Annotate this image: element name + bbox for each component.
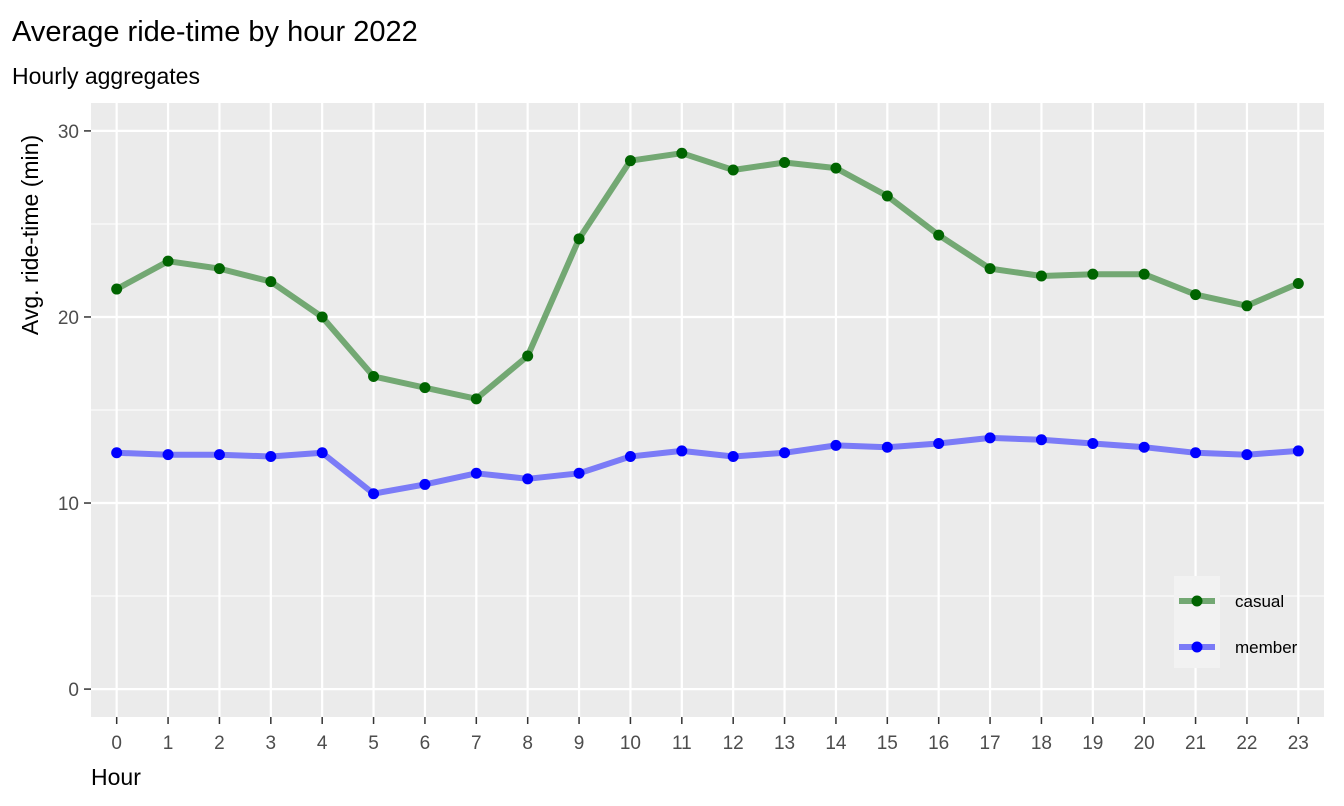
y-tick-labels: 0 10 20 30 [58, 122, 79, 701]
x-tick-label: 9 [574, 733, 585, 754]
data-point-member [676, 445, 688, 457]
data-point-casual [573, 233, 585, 245]
x-tick-label: 20 [1134, 733, 1155, 754]
data-point-member [213, 449, 225, 461]
data-point-casual [1190, 289, 1202, 301]
x-tick-label: 2 [214, 733, 225, 754]
data-point-member [1190, 447, 1202, 459]
x-tick-label: 0 [111, 733, 122, 754]
x-tick-label: 8 [522, 733, 533, 754]
x-tick-label: 22 [1236, 733, 1257, 754]
x-tick-label: 12 [723, 733, 744, 754]
x-tick-label: 16 [928, 733, 949, 754]
data-point-member [573, 467, 585, 479]
data-point-casual [213, 263, 225, 275]
y-tick-label: 30 [58, 122, 79, 143]
data-point-casual [676, 147, 688, 159]
chart-subtitle: Hourly aggregates [12, 63, 200, 89]
legend: casual member [1174, 576, 1298, 668]
data-point-casual [522, 350, 534, 362]
legend-label-casual: casual [1235, 592, 1284, 611]
data-point-member [1241, 449, 1253, 461]
axis-ticks [84, 130, 1300, 724]
series-line-casual [115, 150, 1300, 402]
y-tick-label: 0 [68, 680, 79, 701]
data-point-member [1292, 445, 1304, 457]
x-tick-label: 15 [877, 733, 898, 754]
data-point-member [162, 449, 174, 461]
x-tick-label: 1 [163, 733, 174, 754]
x-tick-label: 14 [825, 733, 847, 754]
x-tick-label: 13 [774, 733, 795, 754]
data-point-member [779, 447, 791, 459]
y-tick-label: 20 [58, 308, 79, 329]
legend-background [1174, 576, 1220, 668]
data-point-casual [1138, 268, 1150, 280]
data-point-member [830, 439, 842, 451]
data-point-casual [933, 229, 945, 241]
legend-key-point-casual [1191, 595, 1203, 607]
data-point-member [368, 488, 380, 500]
data-point-member [727, 451, 739, 463]
data-point-member [316, 447, 328, 459]
x-tick-label: 17 [979, 733, 1000, 754]
x-tick-label: 7 [471, 733, 482, 754]
x-tick-label: 21 [1185, 733, 1206, 754]
data-point-member [419, 478, 431, 490]
x-tick-label: 3 [266, 733, 277, 754]
x-tick-label: 19 [1082, 733, 1103, 754]
grid-major [91, 103, 1324, 717]
data-point-member [265, 451, 277, 463]
legend-label-member: member [1235, 638, 1298, 657]
x-tick-label: 6 [420, 733, 431, 754]
y-tick-label: 10 [58, 494, 79, 515]
x-tick-label: 11 [672, 733, 692, 754]
data-point-member [111, 447, 123, 459]
x-tick-label: 5 [368, 733, 379, 754]
data-point-member [470, 467, 482, 479]
data-point-member [1035, 434, 1047, 446]
data-point-member [881, 441, 893, 453]
x-axis-title: Hour [91, 764, 141, 790]
data-point-casual [881, 190, 893, 202]
x-tick-label: 23 [1288, 733, 1309, 754]
data-point-casual [162, 255, 174, 267]
data-point-casual [830, 162, 842, 174]
data-point-member [984, 432, 996, 444]
data-point-casual [470, 393, 482, 405]
x-tick-label: 10 [620, 733, 641, 754]
x-tick-label: 18 [1031, 733, 1052, 754]
series-line-member [116, 434, 1299, 497]
data-point-member [624, 451, 636, 463]
data-point-casual [779, 157, 791, 169]
data-point-casual [1241, 300, 1253, 312]
data-point-casual [111, 283, 123, 295]
data-point-casual [419, 382, 431, 394]
data-point-member [1138, 441, 1150, 453]
data-point-member [933, 437, 945, 449]
series-layer [111, 147, 1304, 500]
chart-title: Average ride-time by hour 2022 [12, 16, 418, 48]
data-point-member [1087, 437, 1099, 449]
legend-key-point-member [1191, 641, 1203, 653]
data-point-casual [1292, 277, 1304, 289]
data-point-casual [1035, 270, 1047, 282]
data-point-member [522, 473, 534, 485]
data-point-casual [1087, 268, 1099, 280]
data-point-casual [624, 155, 636, 167]
x-tick-label: 4 [317, 733, 328, 754]
x-tick-labels: 0 1 2 3 4 5 6 7 8 9 10 11 12 13 14 15 16 17 18 19 20 21 22 23 [111, 733, 1308, 754]
data-point-casual [368, 371, 380, 383]
data-point-casual [265, 276, 277, 288]
data-point-casual [727, 164, 739, 176]
y-axis-title: Avg. ride-time (min) [17, 135, 43, 335]
grid-minor [91, 223, 1324, 597]
data-point-casual [984, 263, 996, 275]
data-point-casual [316, 311, 328, 323]
